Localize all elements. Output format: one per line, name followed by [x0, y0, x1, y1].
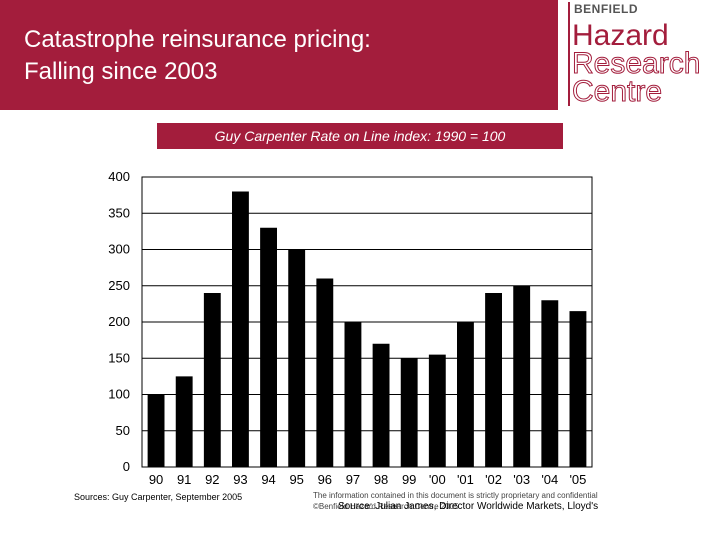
chart-title: Guy Carpenter Rate on Line index: 1990 =…: [157, 123, 563, 149]
bar-0: [147, 394, 165, 467]
x-tick-label: 91: [177, 472, 191, 487]
x-tick-label: 99: [402, 472, 416, 487]
y-tick-label: 150: [108, 350, 130, 365]
logo-word-hazard: Hazard: [572, 19, 669, 52]
x-tick-label: 94: [261, 472, 275, 487]
y-tick-label: 250: [108, 278, 130, 293]
title-line-1: Catastrophe reinsurance pricing:: [24, 26, 371, 53]
x-tick-label: 93: [233, 472, 247, 487]
bar-11: [457, 322, 474, 467]
bar-8: [372, 343, 390, 467]
bar-13: [513, 285, 531, 467]
page-title: Catastrophe reinsurance pricing: Falling…: [24, 24, 371, 88]
bar-6: [316, 278, 334, 467]
bar-5: [288, 249, 306, 467]
bar-1: [175, 376, 193, 467]
sources-note: Sources: Guy Carpenter, September 2005: [74, 492, 243, 502]
hazard-research-centre-logo: BENFIELD Hazard Research Centre: [566, 0, 720, 110]
bar-7: [344, 322, 362, 467]
x-axis-tick-labels: 90 91 92 93 94 95 96 97 98 99 '00 '01 '02 '03 '04 '05: [149, 472, 587, 487]
bar-4: [260, 227, 277, 467]
bar-14: [541, 300, 559, 467]
logo-word-research: Research: [571, 47, 701, 80]
y-tick-label: 400: [108, 169, 130, 184]
y-tick-label: 100: [108, 387, 130, 402]
x-tick-label: 96: [318, 472, 332, 487]
x-tick-label: 90: [149, 472, 163, 487]
confidentiality-notice: The information contained in this docume…: [313, 490, 598, 512]
logo-word-centre: Centre: [571, 75, 663, 108]
x-tick-label: '02: [485, 472, 502, 487]
chart-bars: [147, 191, 587, 467]
title-line-2: Falling since 2003: [24, 58, 218, 85]
y-axis-tick-labels: 0 50 100 150 200 250 300 350 400: [108, 169, 130, 474]
y-tick-label: 300: [108, 242, 130, 257]
x-tick-label: '03: [513, 472, 530, 487]
x-tick-label: 95: [289, 472, 303, 487]
y-tick-label: 200: [108, 314, 130, 329]
bar-12: [485, 293, 502, 467]
source-credit: Source: Julian James, Director Worldwide…: [338, 501, 599, 512]
logo-brand: BENFIELD: [574, 2, 638, 16]
bar-2: [203, 293, 221, 467]
bar-3: [232, 191, 249, 467]
confidentiality-line-1: The information contained in this docume…: [313, 491, 598, 500]
x-tick-label: '01: [457, 472, 474, 487]
bar-9: [400, 358, 418, 467]
bar-15: [569, 311, 587, 467]
x-tick-label: 98: [374, 472, 388, 487]
logo-rule: [568, 2, 570, 106]
y-tick-label: 0: [123, 459, 130, 474]
x-tick-label: '05: [569, 472, 586, 487]
x-tick-label: 92: [205, 472, 219, 487]
bar-10: [428, 354, 446, 467]
y-tick-label: 350: [108, 205, 130, 220]
x-tick-label: '00: [429, 472, 446, 487]
y-tick-label: 50: [116, 423, 130, 438]
x-tick-label: '04: [541, 472, 558, 487]
title-band: Catastrophe reinsurance pricing: Falling…: [0, 0, 558, 110]
plot-frame: [141, 176, 593, 468]
x-tick-label: 97: [346, 472, 360, 487]
confidentiality-line-2: ©Benfield Hazard Research Centre 2005: [313, 502, 459, 511]
